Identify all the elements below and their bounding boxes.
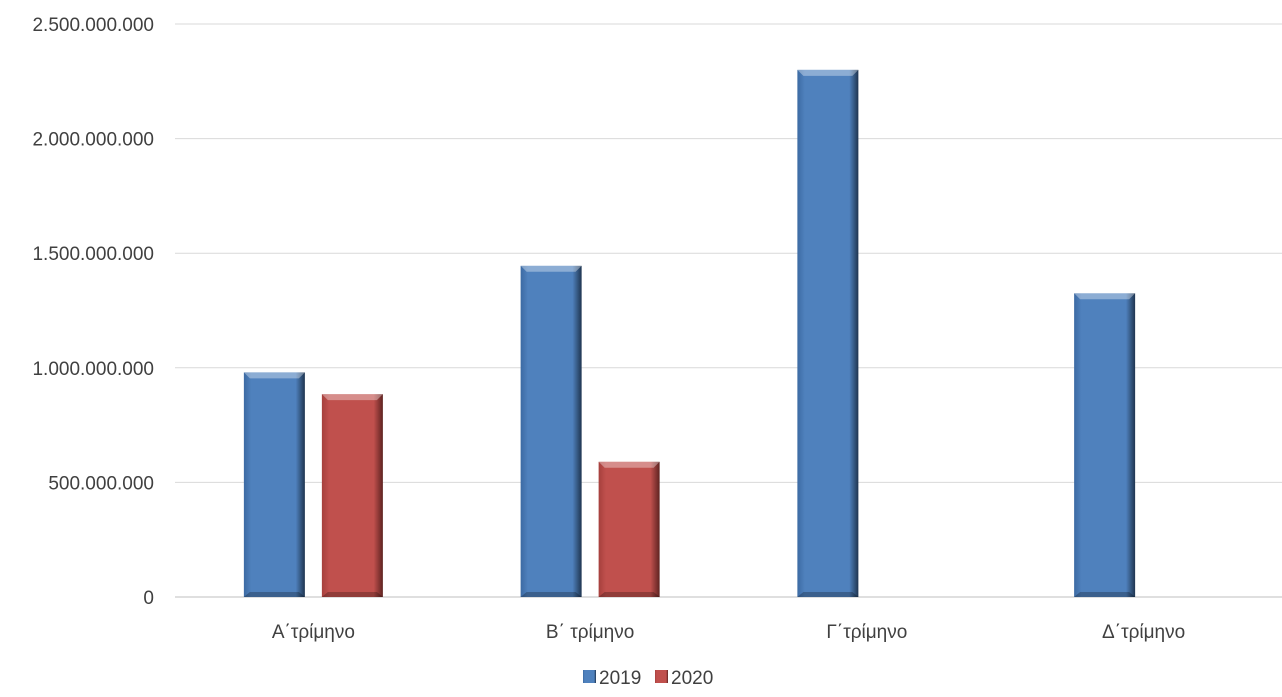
legend-label: 2020 (671, 668, 713, 689)
bar-2020 (598, 461, 660, 597)
x-tick-label: Γ΄τρίμηνο (826, 622, 907, 643)
bar-2019-body (1074, 293, 1136, 597)
legend-swatch (583, 670, 596, 683)
bar-2019 (797, 69, 859, 598)
bar-2020-body (598, 461, 660, 597)
bar-2020-body (321, 394, 383, 597)
y-tick-label: 0 (143, 588, 154, 609)
bar-2020-bevel-top (598, 461, 660, 468)
bar-2019-bevel-top (243, 372, 305, 379)
bar-2019-bevel-bottom (243, 592, 305, 597)
x-tick-label: Α΄τρίμηνο (272, 622, 355, 643)
bar-2020 (321, 394, 383, 597)
y-tick-label: 2.500.000.000 (32, 15, 154, 36)
bar-2020-bevel-bottom (598, 592, 660, 597)
legend-label: 2019 (599, 668, 641, 689)
y-tick-label: 1.000.000.000 (32, 359, 154, 380)
y-tick-label: 500.000.000 (48, 473, 154, 494)
bar-2020-bevel-bottom (321, 592, 383, 597)
bar-2019-bevel-top (520, 265, 582, 272)
x-tick-label: Δ΄τρίμηνο (1102, 622, 1185, 643)
bar-2019-body (520, 265, 582, 597)
legend-item-2019: 2019 (583, 668, 641, 689)
bar-2019-bevel-top (797, 69, 859, 76)
bar-2019-bevel-bottom (1074, 592, 1136, 597)
x-tick-label: Β΄ τρίμηνο (546, 622, 634, 643)
legend: 2019 2020 (583, 668, 713, 689)
bar-2019-bevel-bottom (520, 592, 582, 597)
bar-2020-bevel-top (321, 394, 383, 401)
bar-2019-bevel-bottom (797, 592, 859, 597)
legend-item-2020: 2020 (655, 668, 713, 689)
y-tick-label: 2.000.000.000 (32, 130, 154, 151)
legend-swatch (655, 670, 668, 683)
y-tick-label: 1.500.000.000 (32, 244, 154, 265)
bar-2019 (520, 265, 582, 597)
bar-2019-body (243, 372, 305, 597)
x-axis-tick-labels: Α΄τρίμηνο Β΄ τρίμηνο Γ΄τρίμηνο Δ΄τρίμηνο (272, 622, 1185, 643)
bar-2019-bevel-top (1074, 293, 1136, 300)
y-axis-tick-labels: 0 500.000.000 1.000.000.000 1.500.000.000 2.… (32, 15, 154, 609)
bar-2019 (1074, 293, 1136, 597)
bar-2019-body (797, 69, 859, 598)
bars (243, 69, 1136, 598)
bar-2019 (243, 372, 305, 597)
